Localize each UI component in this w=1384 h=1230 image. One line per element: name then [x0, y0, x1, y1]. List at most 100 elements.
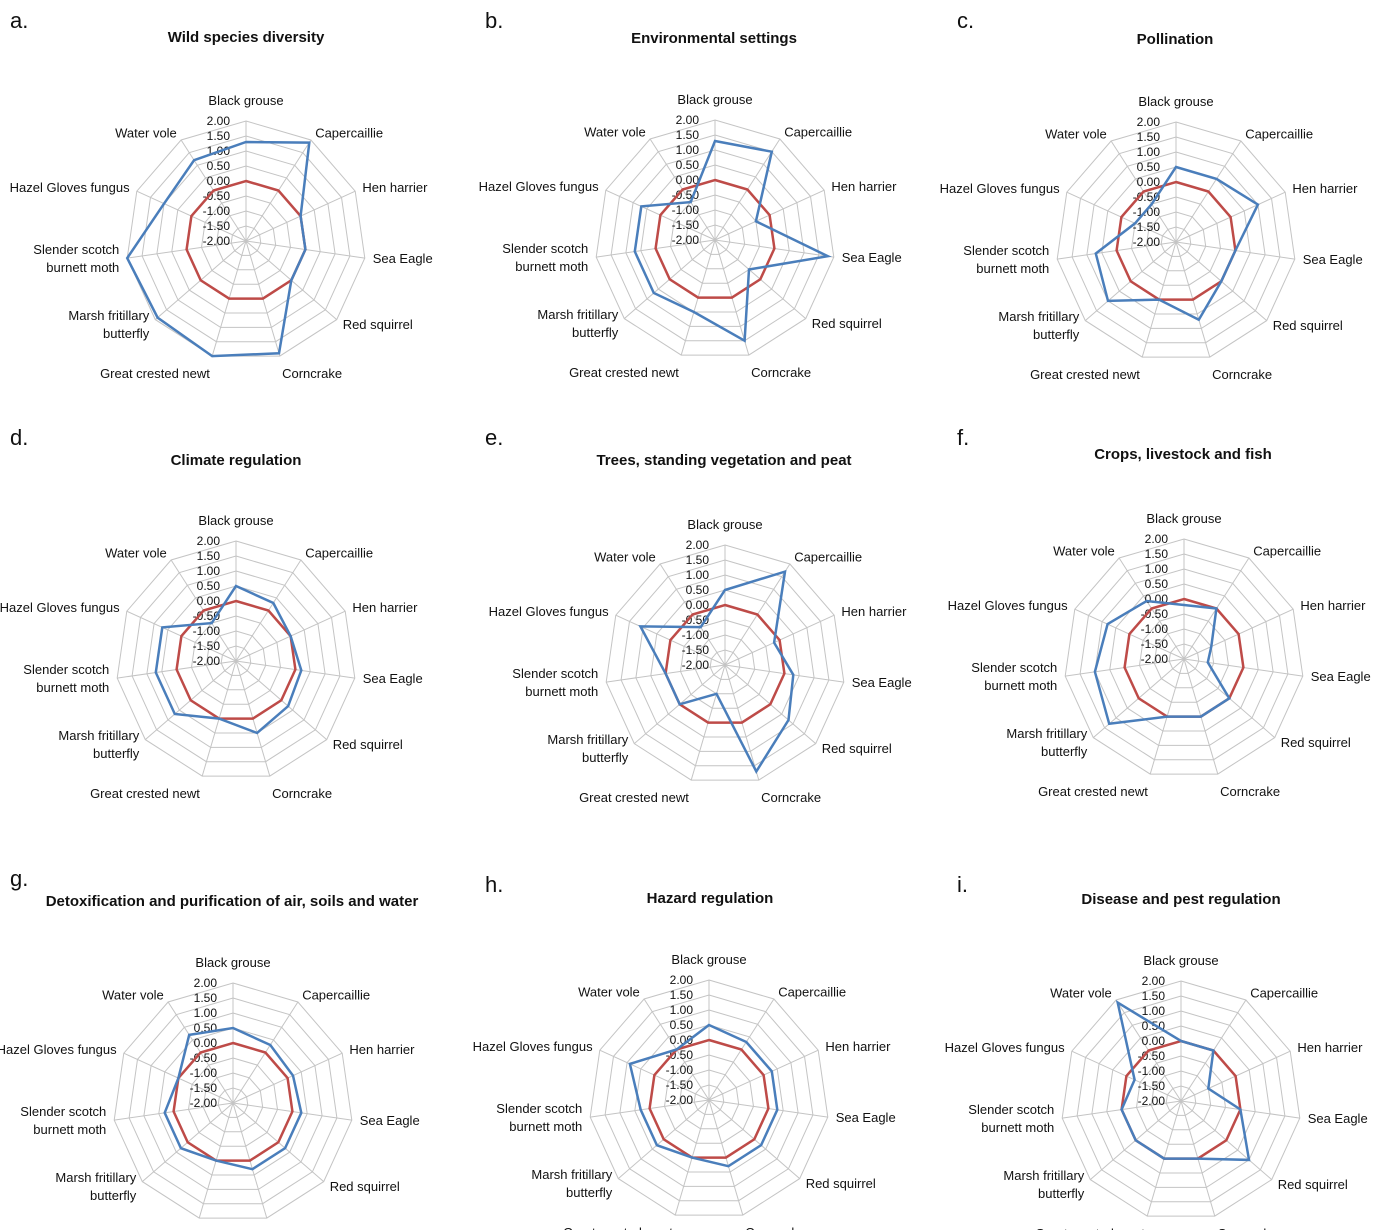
grid-ring: [205, 630, 267, 691]
grid-ring: [1086, 151, 1266, 329]
grid-ring: [1138, 613, 1230, 703]
tick-label: 1.50: [670, 988, 694, 1002]
category-label: Hazel Gloves fungus: [10, 180, 130, 195]
tick-label: -0.50: [1141, 607, 1169, 621]
grid-ring: [1079, 553, 1289, 761]
tick-label: 1.00: [670, 1003, 694, 1017]
radar-panel: e. Trees, standing vegetation and peat 2.0…: [485, 425, 912, 805]
series-red-line: [172, 1041, 294, 1162]
grid-ring: [663, 1054, 755, 1144]
category-label: Capercaillie: [302, 987, 370, 1002]
tick-label: -2.00: [682, 658, 710, 672]
category-label: Sea Eagle: [363, 671, 423, 686]
grid-ring: [190, 615, 282, 705]
category-label: Slender scotch burnett moth: [20, 1104, 106, 1137]
grid-ring: [1109, 583, 1259, 732]
category-label: Slender scotch burnett moth: [496, 1101, 582, 1134]
category-label: Marsh fritillary butterfly: [537, 307, 618, 340]
grid-ring: [635, 574, 815, 752]
tick-label: 0.00: [686, 598, 710, 612]
category-label: Hazel Gloves fungus: [0, 600, 120, 615]
category-label: Water vole: [1045, 126, 1107, 141]
tick-label: 1.50: [194, 991, 218, 1005]
category-label: Corncrake: [745, 1225, 805, 1230]
tick-label: 2.00: [676, 113, 700, 127]
grid-ring: [650, 589, 800, 738]
tick-label: -0.50: [203, 189, 231, 203]
series-red-line: [175, 599, 297, 720]
grid-ring: [709, 649, 741, 680]
series-blue-line: [1093, 599, 1231, 726]
category-label: Black grouse: [671, 952, 746, 967]
grid-ring: [116, 540, 356, 777]
grid-ring: [1150, 1070, 1212, 1131]
category-label: Corncrake: [272, 786, 332, 801]
tick-label: 0.50: [1142, 1019, 1166, 1033]
tick-label: -1.50: [682, 643, 710, 657]
category-label: Hazel Gloves fungus: [948, 598, 1068, 613]
grid-ring: [1165, 1085, 1197, 1116]
category-label: Great crested newt: [569, 365, 679, 380]
tick-label: 0.50: [1145, 577, 1169, 591]
category-label: Corncrake: [761, 790, 821, 805]
grid-ring: [604, 994, 814, 1202]
category-label: Red squirrel: [812, 316, 882, 331]
tick-label: 1.00: [1142, 1004, 1166, 1018]
category-label: Marsh fritillary butterfly: [55, 1170, 136, 1203]
radar-panel: a.Wild species diversity2.001.501.000.50…: [10, 8, 433, 381]
tick-label: -2.00: [672, 233, 700, 247]
category-label: Sea Eagle: [373, 251, 433, 266]
grid-ring: [1061, 980, 1301, 1217]
grid-ring: [215, 210, 277, 271]
tick-label: 0.50: [670, 1018, 694, 1032]
tick-label: 0.00: [207, 174, 231, 188]
panel-title: Trees, standing vegetation and peat: [596, 452, 851, 469]
category-label: Black grouse: [687, 517, 762, 532]
tick-label: 1.50: [197, 549, 221, 563]
series-red-line: [185, 179, 307, 300]
series-blue-line: [1115, 1000, 1251, 1162]
grid-ring: [1064, 538, 1304, 775]
series-red-line: [1115, 180, 1237, 301]
tick-label: 0.00: [1137, 175, 1161, 189]
grid-ring: [113, 982, 353, 1219]
series-blue-line: [633, 139, 832, 343]
panel-letter: g.: [10, 866, 28, 891]
category-label: Marsh fritillary butterfly: [1003, 1168, 1084, 1201]
category-label: Red squirrel: [806, 1176, 876, 1191]
grid-ring: [699, 224, 731, 255]
category-label: Water vole: [1053, 543, 1115, 558]
grid-ring: [1106, 1025, 1256, 1174]
tick-label: -2.00: [203, 234, 231, 248]
category-label: Corncrake: [282, 366, 342, 381]
tick-label: 2.00: [1145, 532, 1169, 546]
tick-label: -2.00: [1133, 235, 1161, 249]
category-label: Red squirrel: [333, 737, 403, 752]
grid-ring: [230, 225, 262, 256]
tick-label: -1.50: [672, 218, 700, 232]
tick-label: -2.00: [1141, 652, 1169, 666]
grid-ring: [171, 165, 321, 314]
category-label: Great crested newt: [1030, 367, 1140, 382]
grid-ring: [200, 195, 292, 285]
category-label: Great crested newt: [579, 790, 689, 805]
panel-title: Pollination: [1137, 31, 1214, 48]
panel-title: Crops, livestock and fish: [1094, 446, 1272, 463]
category-label: Great crested newt: [87, 1228, 197, 1230]
tick-label: 2.00: [1142, 974, 1166, 988]
grid-ring: [1168, 643, 1200, 674]
radar-panel: g. Detoxification and purification of air…: [0, 866, 420, 1230]
series-red-line: [648, 1038, 770, 1159]
category-label: Water vole: [584, 124, 646, 139]
category-label: Water vole: [115, 125, 177, 140]
tick-label: 0.50: [686, 583, 710, 597]
tick-label: -1.00: [666, 1063, 694, 1077]
grid-ring: [1056, 121, 1296, 358]
grid-ring: [1071, 136, 1281, 344]
tick-label: 2.00: [194, 976, 218, 990]
grid-ring: [684, 209, 746, 270]
category-label: Capercaillie: [778, 984, 846, 999]
category-label: Red squirrel: [343, 317, 413, 332]
category-label: Hen harrier: [352, 600, 418, 615]
grid-ring: [1076, 995, 1286, 1203]
